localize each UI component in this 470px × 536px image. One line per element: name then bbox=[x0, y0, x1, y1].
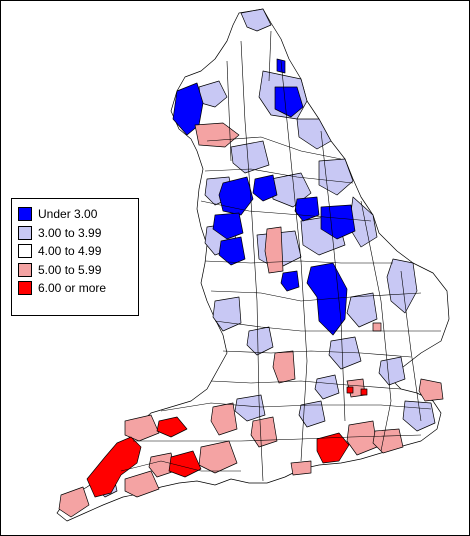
region-cornwall-west-pink bbox=[58, 486, 90, 518]
region-london-east-red bbox=[360, 388, 368, 396]
region-home-counties-light bbox=[328, 336, 362, 370]
region-tyne-north-dark bbox=[276, 58, 286, 74]
district-boundaries bbox=[120, 30, 441, 482]
region-staffs-pink bbox=[264, 226, 284, 274]
legend-label: 6.00 or more bbox=[38, 281, 107, 296]
region-essex-light bbox=[378, 356, 406, 386]
region-wales-border-light bbox=[212, 296, 242, 332]
region-northeast-coast-light bbox=[296, 118, 332, 150]
region-kent-coast-pink bbox=[418, 378, 444, 402]
legend-label: Under 3.00 bbox=[38, 207, 98, 222]
region-devon-north-red bbox=[156, 416, 188, 438]
legend-swatch bbox=[18, 225, 32, 240]
region-devon-south-pink bbox=[124, 470, 160, 498]
region-somerset-pink bbox=[210, 402, 238, 436]
legend-label: 4.00 to 4.99 bbox=[38, 244, 102, 259]
region-sussex-east-pink bbox=[372, 428, 404, 454]
region-merseyside-dark bbox=[218, 236, 246, 266]
legend-item-6-or-more: 6.00 or more bbox=[18, 279, 132, 298]
region-surrey-light bbox=[298, 400, 326, 428]
region-east-yorkshire-light bbox=[318, 158, 354, 196]
legend-item-under-3: Under 3.00 bbox=[18, 205, 132, 224]
legend-item-4-to-4-99: 4.00 to 4.99 bbox=[18, 242, 132, 261]
region-wiltshire-light bbox=[234, 394, 266, 422]
region-westyorks-dark bbox=[252, 174, 278, 202]
region-far-north-light bbox=[240, 8, 272, 32]
legend-item-5-to-5-99: 5.00 to 5.99 bbox=[18, 261, 132, 280]
region-gloucs-pink bbox=[272, 350, 296, 384]
legend-label: 3.00 to 3.99 bbox=[38, 225, 102, 240]
region-dorset-pink bbox=[198, 440, 238, 474]
legend-swatch bbox=[18, 281, 32, 296]
region-cumbria-pink bbox=[194, 122, 240, 148]
region-sussex-pink bbox=[346, 420, 378, 456]
region-devon-east-pink bbox=[148, 452, 176, 478]
region-torbay-red bbox=[168, 450, 202, 478]
legend-item-3-to-3-99: 3.00 to 3.99 bbox=[18, 224, 132, 243]
region-hants-pink bbox=[250, 416, 278, 448]
region-tyne-dark bbox=[274, 86, 304, 118]
region-london-west-light bbox=[314, 374, 340, 400]
region-brighton-red bbox=[316, 432, 350, 464]
region-lancashire-dark bbox=[218, 176, 254, 216]
region-portsmouth-pink bbox=[290, 460, 312, 476]
region-cornwall-red bbox=[86, 436, 142, 498]
region-east-light bbox=[346, 292, 378, 328]
region-manchester-dark bbox=[212, 212, 244, 240]
legend-swatch bbox=[18, 207, 32, 222]
region-notts-dark bbox=[320, 204, 356, 240]
region-devon-north-pink bbox=[124, 414, 160, 442]
map-legend: Under 3.00 3.00 to 3.99 4.00 to 4.99 5.0… bbox=[11, 198, 139, 316]
region-yorkshire-light bbox=[230, 140, 270, 174]
region-derby-dark bbox=[280, 270, 300, 292]
legend-label: 5.00 to 5.99 bbox=[38, 262, 102, 277]
region-norfolk-light bbox=[386, 258, 418, 314]
legend-swatch bbox=[18, 262, 32, 277]
region-suffolk-pink bbox=[372, 322, 382, 332]
legend-swatch bbox=[18, 244, 32, 259]
region-london-red bbox=[346, 386, 354, 394]
